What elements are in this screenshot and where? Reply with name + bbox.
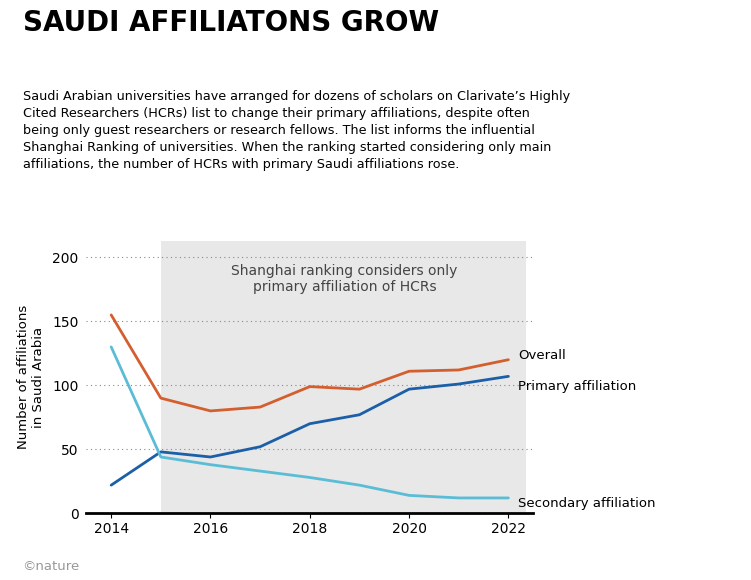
Text: ©nature: ©nature (23, 560, 80, 573)
Y-axis label: Number of affiliations
in Saudi Arabia: Number of affiliations in Saudi Arabia (17, 305, 45, 449)
Text: Primary affiliation: Primary affiliation (518, 379, 636, 393)
Text: Secondary affiliation: Secondary affiliation (518, 497, 656, 510)
Text: Shanghai ranking considers only
primary affiliation of HCRs: Shanghai ranking considers only primary … (231, 264, 457, 294)
Text: Saudi Arabian universities have arranged for dozens of scholars on Clarivate’s H: Saudi Arabian universities have arranged… (23, 90, 570, 171)
Text: Overall: Overall (518, 349, 566, 362)
Text: SAUDI AFFILIATONS GROW: SAUDI AFFILIATONS GROW (23, 9, 439, 37)
Bar (161, 241, 526, 513)
